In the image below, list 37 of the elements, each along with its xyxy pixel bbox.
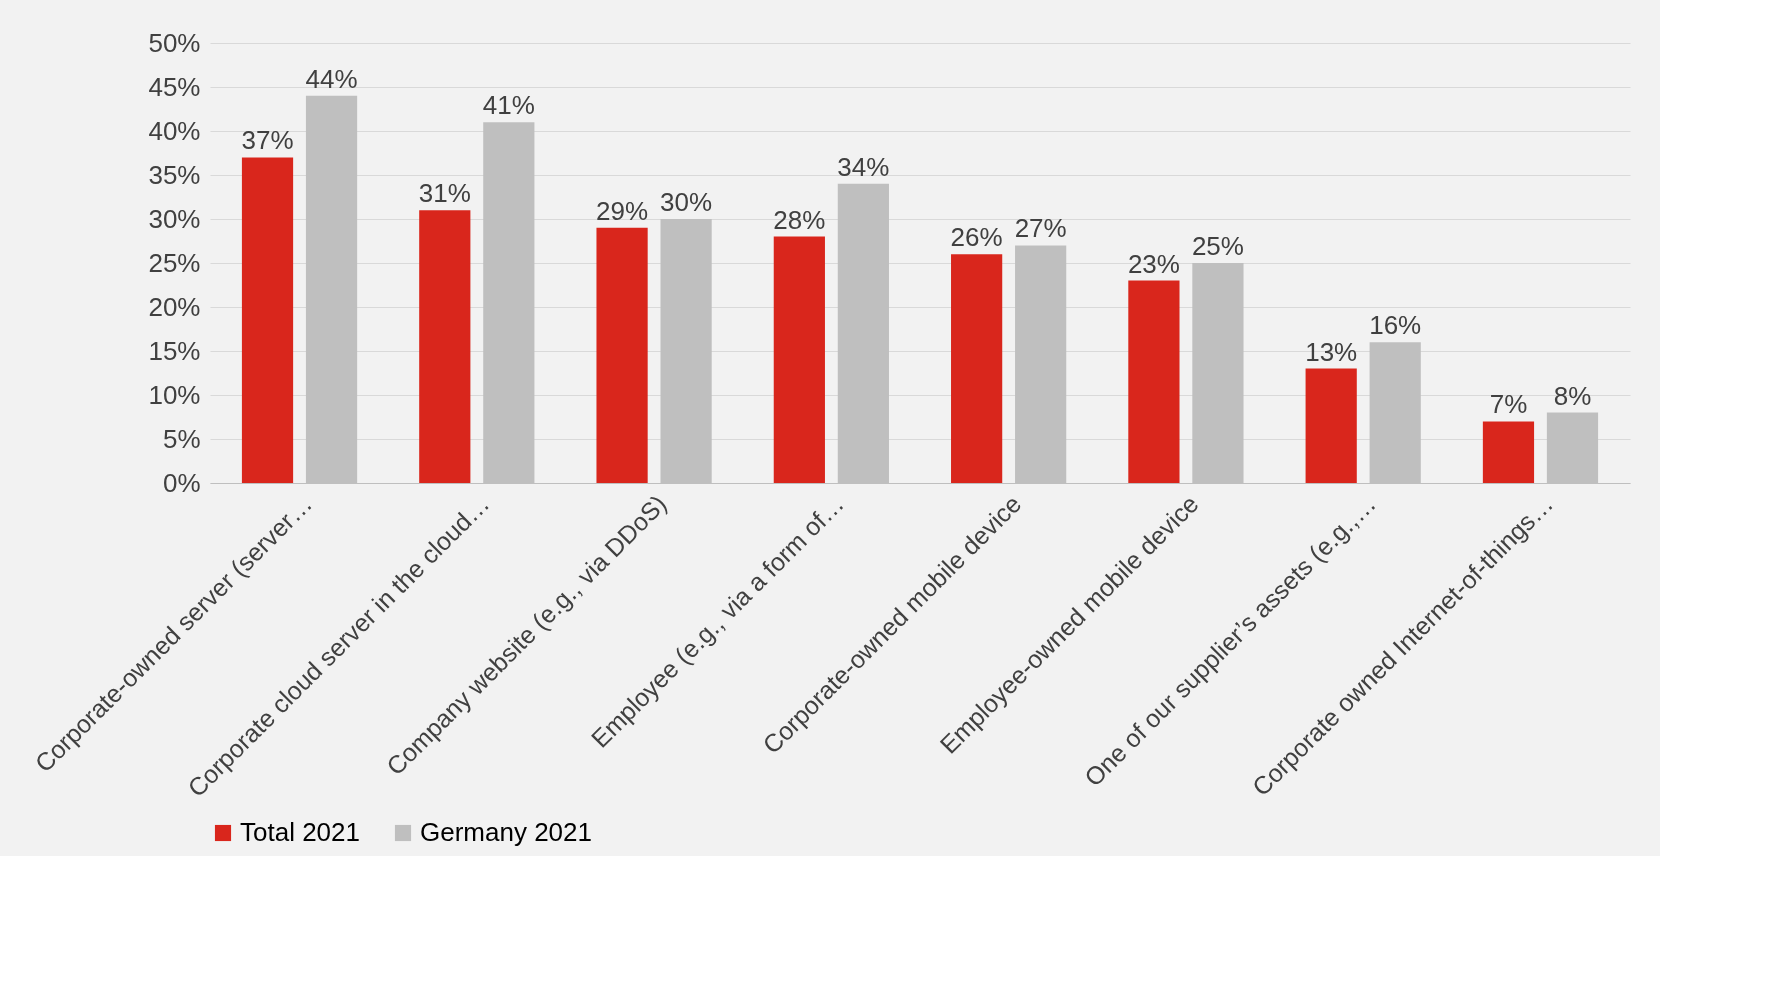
y-tick-label: 40% [148, 115, 201, 146]
data-label: 28% [773, 204, 826, 235]
data-label: 29% [596, 195, 649, 226]
y-tick-label: 25% [148, 247, 201, 278]
y-tick-label: 0% [162, 467, 201, 498]
bar [1482, 421, 1535, 483]
data-label: 8% [1553, 380, 1592, 411]
bar [419, 210, 471, 483]
legend-label: Total 2021 [240, 817, 360, 847]
y-tick-label: 35% [148, 159, 201, 190]
y-tick-label: 10% [148, 379, 201, 410]
data-label: 25% [1191, 231, 1244, 261]
data-label: 26% [950, 222, 1003, 253]
data-label: 23% [1127, 248, 1180, 279]
y-tick-label: 30% [148, 203, 201, 234]
bar [1305, 368, 1357, 483]
y-tick-label: 5% [162, 423, 201, 454]
data-label: 34% [837, 151, 890, 182]
data-label: 44% [305, 63, 358, 94]
bar [951, 254, 1003, 483]
data-label: 30% [660, 187, 713, 217]
legend-label: Germany 2021 [420, 817, 592, 847]
y-tick-label: 15% [148, 335, 201, 366]
bar [596, 227, 648, 483]
data-label: 31% [418, 178, 471, 209]
data-label: 13% [1305, 336, 1358, 367]
data-label: 16% [1369, 310, 1422, 341]
data-label: 7% [1489, 389, 1528, 420]
data-label: 41% [482, 90, 535, 121]
y-tick-label: 20% [148, 291, 201, 322]
y-tick-label: 50% [148, 27, 201, 58]
bar [1128, 280, 1180, 483]
bar [773, 236, 825, 483]
data-label: 37% [241, 125, 294, 156]
y-tick-label: 45% [148, 71, 201, 102]
data-label: 27% [1014, 213, 1067, 244]
bar [241, 157, 294, 483]
